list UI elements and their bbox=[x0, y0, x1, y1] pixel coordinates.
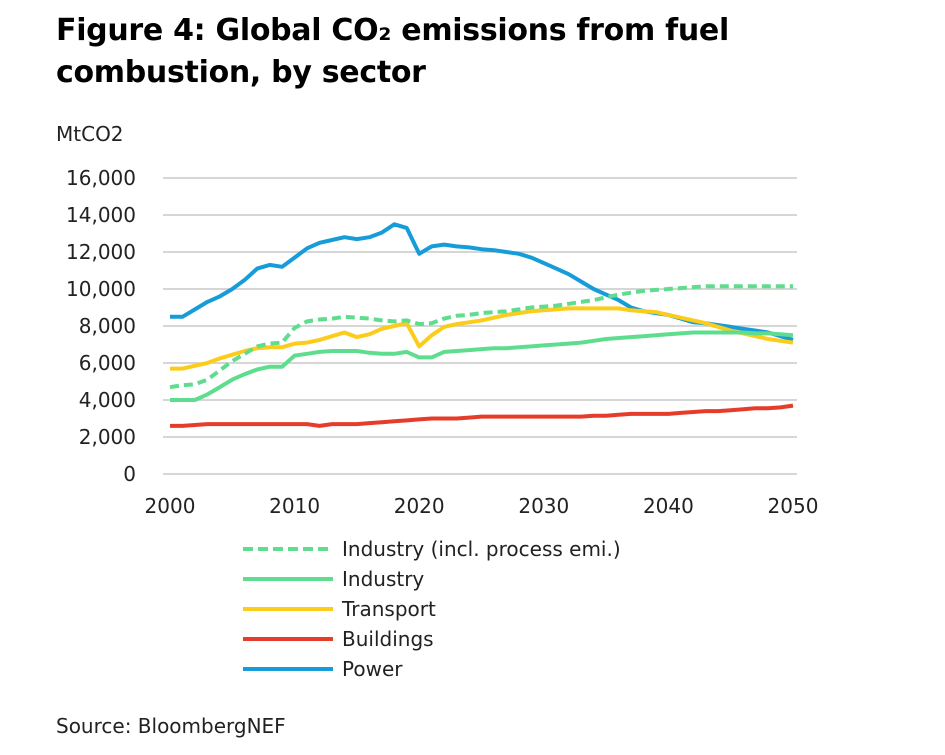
legend: Industry (incl. process emi.) Industry Tra… bbox=[243, 537, 621, 681]
legend-label: Power bbox=[342, 657, 403, 681]
x-tick-label: 2030 bbox=[518, 494, 569, 518]
legend-item: Transport bbox=[243, 597, 436, 621]
y-tick-label: 2,000 bbox=[79, 425, 136, 449]
x-tick-label: 2050 bbox=[768, 494, 819, 518]
legend-item: Buildings bbox=[243, 627, 434, 651]
legend-label: Buildings bbox=[342, 627, 434, 651]
gridlines bbox=[163, 177, 797, 475]
y-tick-label: 10,000 bbox=[66, 277, 136, 301]
x-tick-label: 2040 bbox=[643, 494, 694, 518]
legend-label: Industry bbox=[342, 567, 424, 591]
x-tick-label: 2010 bbox=[269, 494, 320, 518]
legend-label: Transport bbox=[341, 597, 436, 621]
x-tick-label: 2000 bbox=[145, 494, 196, 518]
y-axis-tick-labels: 0 2,000 4,000 6,000 8,000 10,000 12,000 14,000 1… bbox=[66, 166, 136, 486]
series-line-industry bbox=[170, 330, 794, 402]
y-tick-label: 16,000 bbox=[66, 166, 136, 190]
series-line-industry-incl-process-emi bbox=[169, 284, 793, 390]
y-tick-label: 8,000 bbox=[79, 314, 136, 338]
source-note: Source: BloombergNEF bbox=[56, 714, 286, 738]
figure-title: Figure 4: Global CO₂ emissions from fuel… bbox=[56, 13, 729, 90]
legend-label: Industry (incl. process emi.) bbox=[342, 537, 621, 561]
y-tick-label: 0 bbox=[123, 462, 136, 486]
y-axis-unit-label: MtCO2 bbox=[56, 122, 124, 146]
legend-item: Industry bbox=[243, 567, 424, 591]
legend-item: Power bbox=[243, 657, 403, 681]
x-axis-tick-labels: 2000 2010 2020 2030 2040 2050 bbox=[145, 494, 819, 518]
y-tick-label: 12,000 bbox=[66, 240, 136, 264]
x-tick-label: 2020 bbox=[394, 494, 445, 518]
series-line-transport bbox=[170, 306, 794, 371]
legend-item: Industry (incl. process emi.) bbox=[243, 537, 621, 561]
series-lines bbox=[169, 222, 794, 428]
series-line-buildings bbox=[170, 403, 794, 428]
y-tick-label: 6,000 bbox=[79, 351, 136, 375]
y-tick-label: 4,000 bbox=[79, 388, 136, 412]
y-tick-label: 14,000 bbox=[66, 203, 136, 227]
